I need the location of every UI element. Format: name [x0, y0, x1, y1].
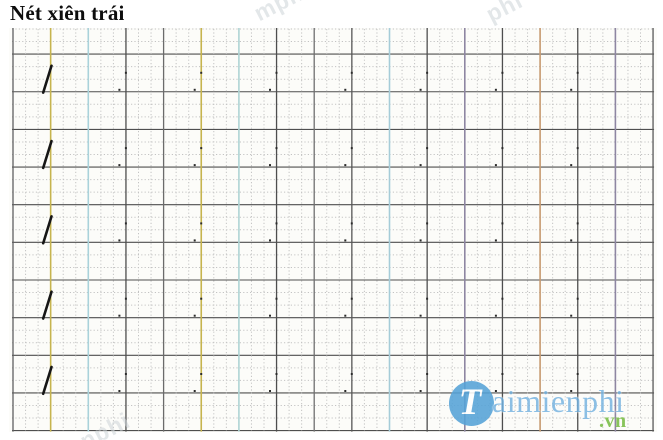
watermark-brand-text: aimienphi — [492, 383, 625, 419]
stroke-start-dot — [200, 297, 203, 300]
stroke-start-dot — [124, 71, 127, 74]
stroke-start-dot — [501, 222, 504, 225]
stroke-end-dot — [344, 164, 347, 167]
stroke-start-dot — [501, 147, 504, 150]
stroke-start-dot — [576, 71, 579, 74]
net-xien-trai-example-stroke — [41, 64, 53, 94]
stroke-start-dot — [426, 297, 429, 300]
stroke-end-dot — [269, 239, 271, 242]
stroke-end-dot — [193, 164, 196, 167]
guide-dots — [118, 71, 579, 392]
stroke-end-dot — [269, 164, 271, 167]
stroke-start-dot — [200, 147, 203, 150]
watermark-domain-suffix: .vn — [599, 410, 627, 432]
stroke-start-dot — [426, 222, 429, 225]
stroke-start-dot — [275, 373, 278, 375]
stroke-start-dot — [501, 71, 504, 74]
stroke-end-dot — [269, 314, 271, 317]
stroke-start-dot — [576, 297, 579, 300]
stroke-start-dot — [350, 147, 353, 150]
stroke-end-dot — [344, 314, 347, 317]
net-xien-trai-example-stroke — [41, 139, 53, 170]
stroke-start-dot — [200, 373, 203, 375]
stroke-end-dot — [570, 88, 573, 91]
stroke-end-dot — [419, 239, 422, 242]
page-title: Nét xiên trái — [10, 1, 125, 25]
stroke-end-dot — [269, 88, 271, 91]
stroke-start-dot — [426, 373, 429, 375]
stroke-end-dot — [344, 239, 347, 242]
stroke-start-dot — [275, 147, 278, 150]
stroke-start-dot — [350, 297, 353, 300]
stroke-start-dot — [275, 71, 278, 74]
stroke-end-dot — [118, 390, 121, 392]
stroke-end-dot — [494, 314, 497, 317]
stroke-end-dot — [494, 239, 497, 242]
net-xien-trai-example-stroke — [41, 290, 53, 320]
grid-lines — [12, 28, 655, 432]
net-xien-trai-example-stroke — [41, 215, 53, 245]
stroke-start-dot — [275, 222, 278, 225]
stroke-start-dot — [124, 297, 127, 300]
stroke-end-dot — [118, 239, 121, 242]
stroke-start-dot — [576, 222, 579, 225]
stroke-start-dot — [350, 373, 353, 375]
stroke-end-dot — [269, 390, 271, 392]
stroke-end-dot — [419, 390, 422, 392]
stroke-end-dot — [494, 390, 497, 392]
stroke-end-dot — [419, 88, 422, 91]
stroke-end-dot — [570, 164, 573, 167]
stroke-end-dot — [419, 314, 422, 317]
stroke-start-dot — [275, 297, 278, 300]
stroke-start-dot — [576, 147, 579, 150]
stroke-end-dot — [118, 314, 121, 317]
stroke-end-dot — [419, 164, 422, 167]
stroke-end-dot — [570, 239, 573, 242]
stroke-start-dot — [200, 71, 203, 74]
stroke-start-dot — [350, 71, 353, 74]
stroke-start-dot — [350, 222, 353, 225]
stroke-end-dot — [344, 390, 347, 392]
stroke-end-dot — [193, 314, 196, 317]
stroke-end-dot — [570, 314, 573, 317]
stroke-end-dot — [494, 88, 497, 91]
stroke-start-dot — [124, 222, 127, 225]
taimienphi-watermark: T aimienphi .vn — [447, 379, 663, 440]
stroke-end-dot — [193, 239, 196, 242]
stroke-start-dot — [124, 373, 127, 375]
net-xien-trai-example-stroke — [41, 365, 53, 396]
practice-strokes — [41, 64, 53, 396]
stroke-start-dot — [426, 71, 429, 74]
stroke-start-dot — [426, 147, 429, 150]
stroke-end-dot — [193, 88, 196, 91]
stroke-end-dot — [570, 390, 573, 392]
stroke-end-dot — [118, 164, 121, 167]
grid-paper — [9, 28, 657, 432]
stroke-start-dot — [124, 147, 127, 150]
stroke-start-dot — [576, 373, 579, 375]
stroke-start-dot — [501, 297, 504, 300]
stroke-start-dot — [200, 222, 203, 225]
logo-letter-t: T — [458, 382, 482, 423]
taimienphi-logo-icon: T — [449, 381, 494, 426]
stroke-end-dot — [193, 390, 196, 392]
stroke-end-dot — [118, 88, 121, 91]
stroke-end-dot — [494, 164, 497, 167]
stroke-start-dot — [501, 373, 504, 375]
stroke-end-dot — [344, 88, 347, 91]
